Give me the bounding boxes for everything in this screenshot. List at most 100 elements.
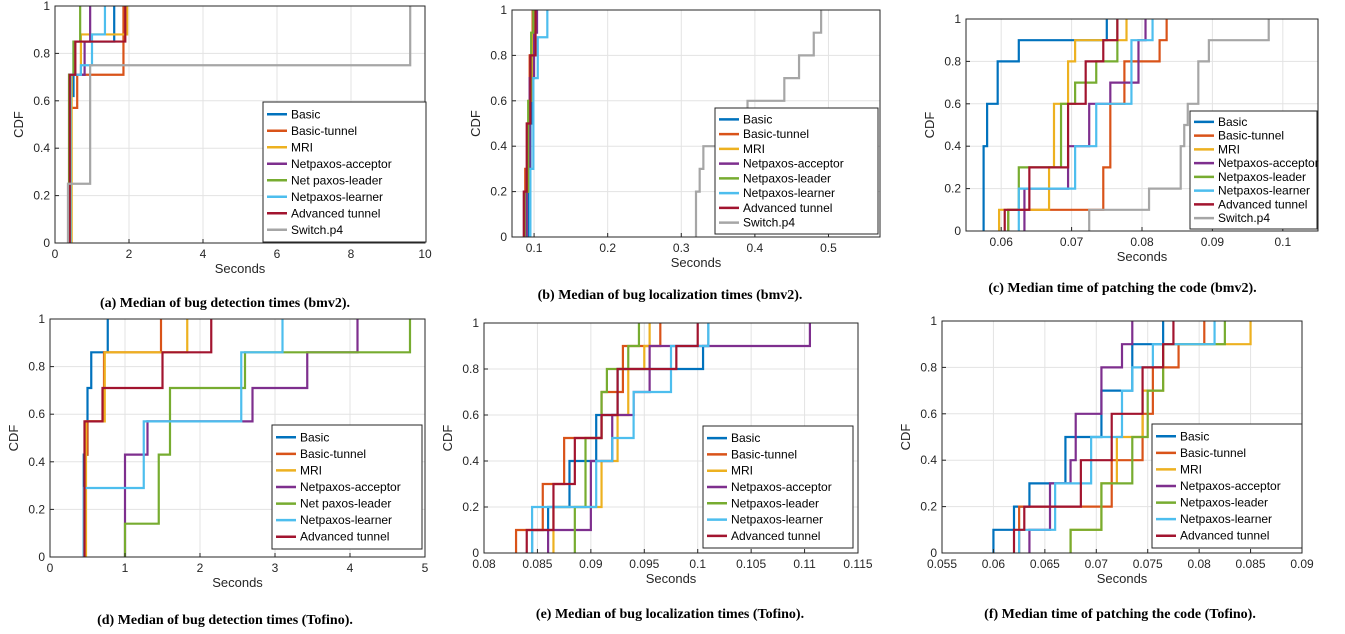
legend: BasicBasic-tunnelMRINetpaxos-acceptorNet… [714, 107, 879, 235]
x-tick-label: 0.07 [1060, 235, 1084, 249]
axes-box [483, 322, 859, 554]
y-axis-label: CDF [898, 424, 913, 451]
series-line-advanced-tunnel [68, 6, 127, 243]
x-tick-label: 2 [126, 247, 133, 261]
y-tick-label: 0.4 [490, 139, 507, 153]
series-line-netpaxos-learner [529, 10, 549, 237]
x-tick-label: 0.115 [843, 557, 872, 571]
x-tick-label: 0.11 [793, 557, 816, 571]
x-tick-label: 0.09 [1201, 235, 1225, 249]
x-tick-label: 0.08 [472, 557, 496, 571]
x-tick-label: 6 [274, 247, 281, 261]
y-tick-label: 0 [472, 546, 479, 560]
y-tick-label: 0 [930, 546, 937, 560]
y-tick-label: 0.8 [33, 46, 50, 60]
x-axis-label: Seconds [1117, 249, 1168, 264]
legend-entry: Basic-tunnel [743, 127, 809, 141]
x-tick-label: 5 [422, 561, 429, 575]
y-tick-label: 1 [38, 312, 45, 326]
chart-c-patching-bmv2: 0.06 0.07 0.08 0.09 0.1 0 0.2 0.4 0.6 0.8 1 Seconds… [922, 12, 1319, 264]
chart-b-bug-localization-bmv2: 0.1 0.2 0.3 0.4 0.5 0 0.2 0.4 0.6 0.8 1 Seconds CDF B… [468, 3, 881, 270]
legend-entry: Advanced tunnel [291, 206, 380, 220]
series-line-mri [84, 319, 189, 557]
series-line-advanced-tunnel [83, 319, 213, 557]
x-tick-label: 0.3 [673, 241, 690, 255]
series-line-advanced-tunnel [522, 10, 537, 237]
x-tick-label: 0.08 [1187, 557, 1211, 571]
caption-e: (e) Median of bug localization times (To… [535, 607, 805, 622]
legend-entry: Basic-tunnel [1218, 129, 1284, 143]
legend-entry: Netpaxos-acceptor [731, 480, 832, 494]
y-tick-label: 0.4 [28, 455, 45, 469]
x-tick-label: 0.1 [1274, 235, 1291, 249]
x-tick-label: 0.085 [1236, 557, 1266, 571]
legend-entry: Netpaxos-leader [743, 171, 831, 185]
y-tick-label: 0.8 [920, 360, 937, 374]
legend: BasicBasic-tunnelMRINetpaxos-acceptorNet… [1151, 423, 1303, 549]
y-tick-label: 0.4 [462, 454, 479, 468]
legend-entry: Netpaxos-leader [1180, 496, 1268, 510]
y-tick-label: 1 [472, 316, 479, 330]
x-tick-label: 0.09 [1290, 557, 1314, 571]
y-tick-label: 0.6 [920, 407, 937, 421]
x-tick-label: 2 [197, 561, 204, 575]
y-tick-label: 1 [930, 314, 937, 328]
caption-b: (b) Median of bug localization times (bm… [537, 288, 803, 303]
legend-entry: Netpaxos-acceptor [300, 480, 401, 494]
caption-c: (c) Median time of patching the code (bm… [988, 281, 1257, 296]
legend-entry: Netpaxos-acceptor [743, 157, 844, 171]
y-tick-label: 0.6 [28, 407, 45, 421]
x-tick-label: 4 [347, 561, 354, 575]
legend-entry: Basic [1180, 429, 1209, 443]
x-tick-label: 0.065 [1030, 557, 1060, 571]
series-line-netpaxos-learner [1017, 19, 1154, 231]
legend-entry: Netpaxos-leader [1218, 170, 1306, 184]
legend-entry: Switch.p4 [743, 216, 795, 230]
x-tick-label: 1 [122, 561, 129, 575]
legend-entry: Net paxos-leader [300, 497, 391, 511]
x-tick-label: 0.1 [689, 557, 706, 571]
legend-entry: Basic-tunnel [291, 124, 357, 138]
legend-entry: Basic-tunnel [300, 447, 366, 461]
legend-entry: MRI [1218, 142, 1240, 156]
legend-entry: Netpaxos-learner [1180, 512, 1272, 526]
y-tick-label: 0 [954, 224, 961, 238]
legend-entry: Netpaxos-acceptor [1218, 156, 1319, 170]
y-tick-label: 0 [500, 230, 507, 244]
legend: BasicBasic-tunnelMRINetpaxos-acceptorNet… [1189, 110, 1319, 230]
x-tick-label: 0.4 [747, 241, 764, 255]
axes-box [49, 318, 426, 558]
series-line-netpaxos-learner [82, 319, 284, 557]
x-axis-label: Seconds [671, 255, 722, 270]
caption-a: (a) Median of bug detection times (bmv2)… [99, 296, 351, 311]
x-tick-label: 0.09 [579, 557, 603, 571]
x-tick-label: 0.2 [599, 241, 616, 255]
y-tick-label: 0.6 [944, 97, 961, 111]
legend-entry: Basic [1218, 115, 1247, 129]
y-tick-label: 0.8 [944, 54, 961, 68]
x-axis-label: Seconds [212, 575, 263, 590]
legend-entry: Basic-tunnel [731, 447, 797, 461]
x-axis-label: Seconds [215, 261, 266, 276]
y-tick-label: 0.4 [33, 141, 50, 155]
y-tick-label: 0.8 [28, 360, 45, 374]
x-tick-label: 0 [52, 247, 59, 261]
legend-entry: Advanced tunnel [300, 530, 389, 544]
legend-entry: Netpaxos-leader [731, 496, 819, 510]
chart-e-bug-localization-tofino: 0.08 0.085 0.09 0.095 0.1 0.105 0.11 0.115 0 0.2 0… [440, 316, 873, 586]
y-axis-label: CDF [6, 425, 21, 452]
legend-entry: Basic-tunnel [1180, 446, 1246, 460]
x-tick-label: 0.095 [629, 557, 659, 571]
x-tick-label: 0.075 [1133, 557, 1163, 571]
y-tick-label: 1 [954, 12, 961, 26]
x-tick-label: 3 [272, 561, 279, 575]
legend-entry: Netpaxos-learner [291, 190, 383, 204]
y-tick-label: 0.4 [944, 139, 961, 153]
y-tick-label: 0.2 [944, 182, 961, 196]
x-tick-label: 0.06 [990, 235, 1014, 249]
legend-entry: Switch.p4 [291, 223, 343, 237]
x-tick-label: 0.07 [1085, 557, 1109, 571]
legend: BasicBasic-tunnelMRINetpaxos-acceptorNet… [702, 425, 854, 549]
